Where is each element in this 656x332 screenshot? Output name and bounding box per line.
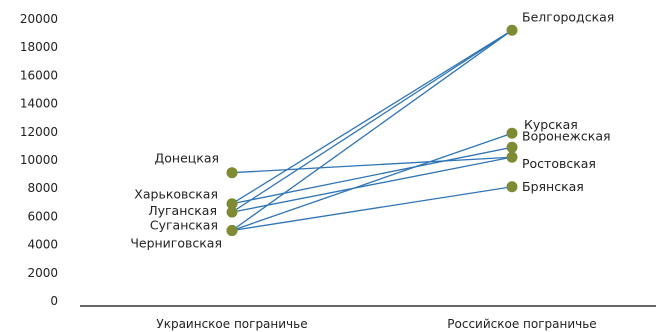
data-markers	[226, 24, 518, 236]
y-tick-label: 12000	[20, 125, 58, 139]
russian-point	[506, 127, 518, 139]
y-tick-label: 4000	[27, 238, 58, 252]
connection-line	[231, 146, 513, 205]
connection-line	[231, 156, 513, 213]
russian-region-label: Воронежская	[522, 128, 611, 143]
ukrainian-region-label: Харьковская	[134, 187, 218, 202]
russian-region-label: Курская	[524, 117, 578, 132]
y-tick-label: 8000	[27, 181, 58, 195]
russian-point	[506, 24, 518, 36]
russian-region-label: Ростовская	[522, 156, 596, 171]
y-axis-ticks: 0 2000 4000 6000 8000 10000 12000 14000 16000 180…	[20, 12, 58, 308]
y-tick-label: 2000	[27, 266, 58, 280]
y-tick-label: 0	[50, 294, 58, 308]
ukrainian-region-label: Луганская	[148, 203, 217, 218]
x-category-ukrainian: Украинское пограничье	[156, 317, 307, 331]
ukrainian-point	[226, 206, 238, 218]
russian-region-label: Белгородская	[522, 9, 614, 24]
connection-line	[231, 29, 513, 232]
y-tick-label: 18000	[20, 40, 58, 54]
ukrainian-point	[226, 225, 238, 236]
y-tick-label: 16000	[20, 68, 58, 82]
ukrainian-point	[226, 167, 238, 179]
russian-point	[506, 141, 518, 153]
y-tick-label: 14000	[20, 97, 58, 111]
connection-line	[231, 156, 513, 174]
connection-line	[231, 29, 513, 213]
connection-line	[231, 186, 513, 232]
russian-point	[506, 181, 518, 193]
ukrainian-point	[226, 198, 238, 210]
ukrainian-region-label: Суганская	[150, 218, 218, 233]
russian-point	[506, 151, 518, 163]
connection-line	[231, 29, 513, 205]
y-tick-label: 6000	[27, 209, 58, 223]
connection-line	[231, 132, 513, 232]
ukrainian-region-label: Донецкая	[154, 151, 219, 166]
connection-lines	[231, 29, 513, 232]
x-category-russian: Российское пограничье	[447, 317, 596, 331]
russian-region-label: Брянская	[522, 179, 584, 194]
y-tick-label: 20000	[20, 12, 58, 26]
ukrainian-region-label: Черниговская	[130, 236, 222, 251]
y-tick-label: 10000	[20, 153, 58, 167]
